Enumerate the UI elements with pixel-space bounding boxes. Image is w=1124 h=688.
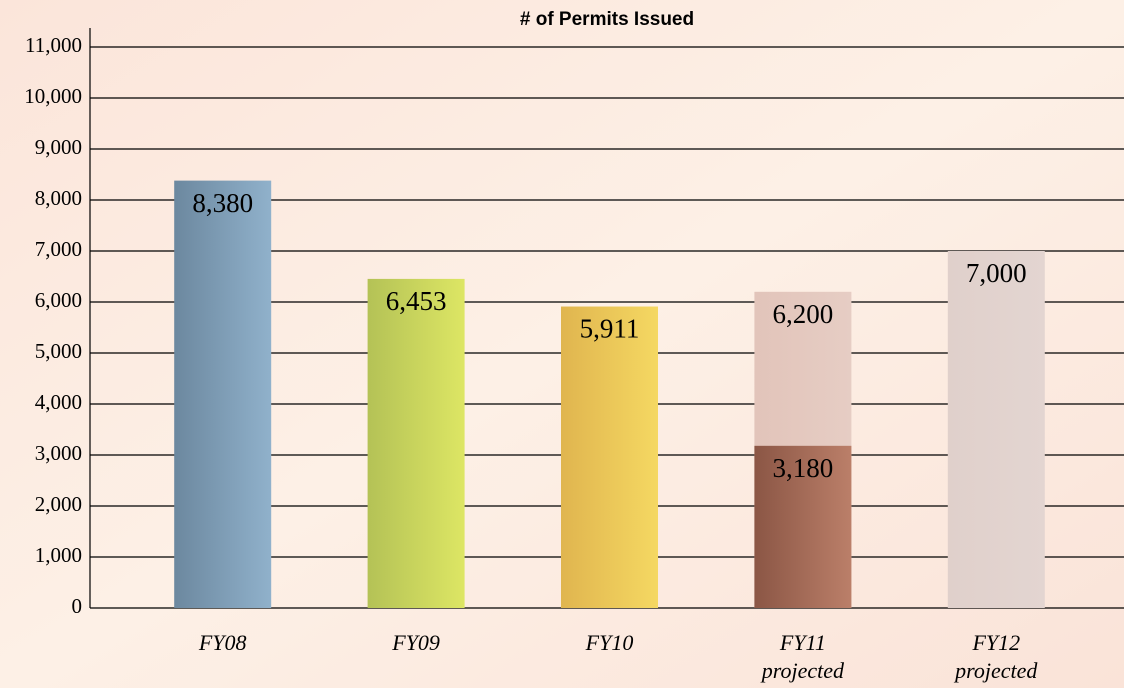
x-tick-label: FY10 [585, 630, 634, 655]
x-tick-label: FY08 [198, 630, 247, 655]
y-tick-label: 2,000 [35, 492, 82, 516]
bar [754, 445, 852, 608]
y-tick-label: 5,000 [35, 339, 82, 363]
x-tick-label: FY09 [391, 630, 440, 655]
bar [174, 180, 272, 608]
y-tick-label: 4,000 [35, 390, 82, 414]
value-label: 7,000 [966, 258, 1027, 288]
y-tick-label: 3,000 [35, 441, 82, 465]
y-tick-label: 1,000 [35, 543, 82, 567]
bar [947, 251, 1045, 608]
y-tick-label: 9,000 [35, 135, 82, 159]
y-tick-label: 0 [72, 594, 83, 618]
value-label: 3,180 [773, 453, 834, 483]
value-label: 6,200 [773, 299, 834, 329]
chart-title: # of Permits Issued [520, 9, 694, 30]
x-tick-label: FY12 [971, 630, 1020, 655]
x-tick-label: projected [953, 658, 1038, 683]
y-tick-label: 6,000 [35, 288, 82, 312]
x-tick-label: projected [760, 658, 845, 683]
y-tick-label: 7,000 [35, 237, 82, 261]
bar [561, 306, 658, 608]
value-label: 6,453 [386, 286, 447, 316]
bar [367, 278, 465, 608]
value-label: 8,380 [192, 188, 253, 218]
value-label: 5,911 [580, 314, 640, 344]
y-tick-label: 11,000 [25, 33, 82, 57]
y-tick-label: 8,000 [35, 186, 82, 210]
y-tick-label: 10,000 [24, 84, 82, 108]
x-tick-label: FY11 [779, 630, 826, 655]
